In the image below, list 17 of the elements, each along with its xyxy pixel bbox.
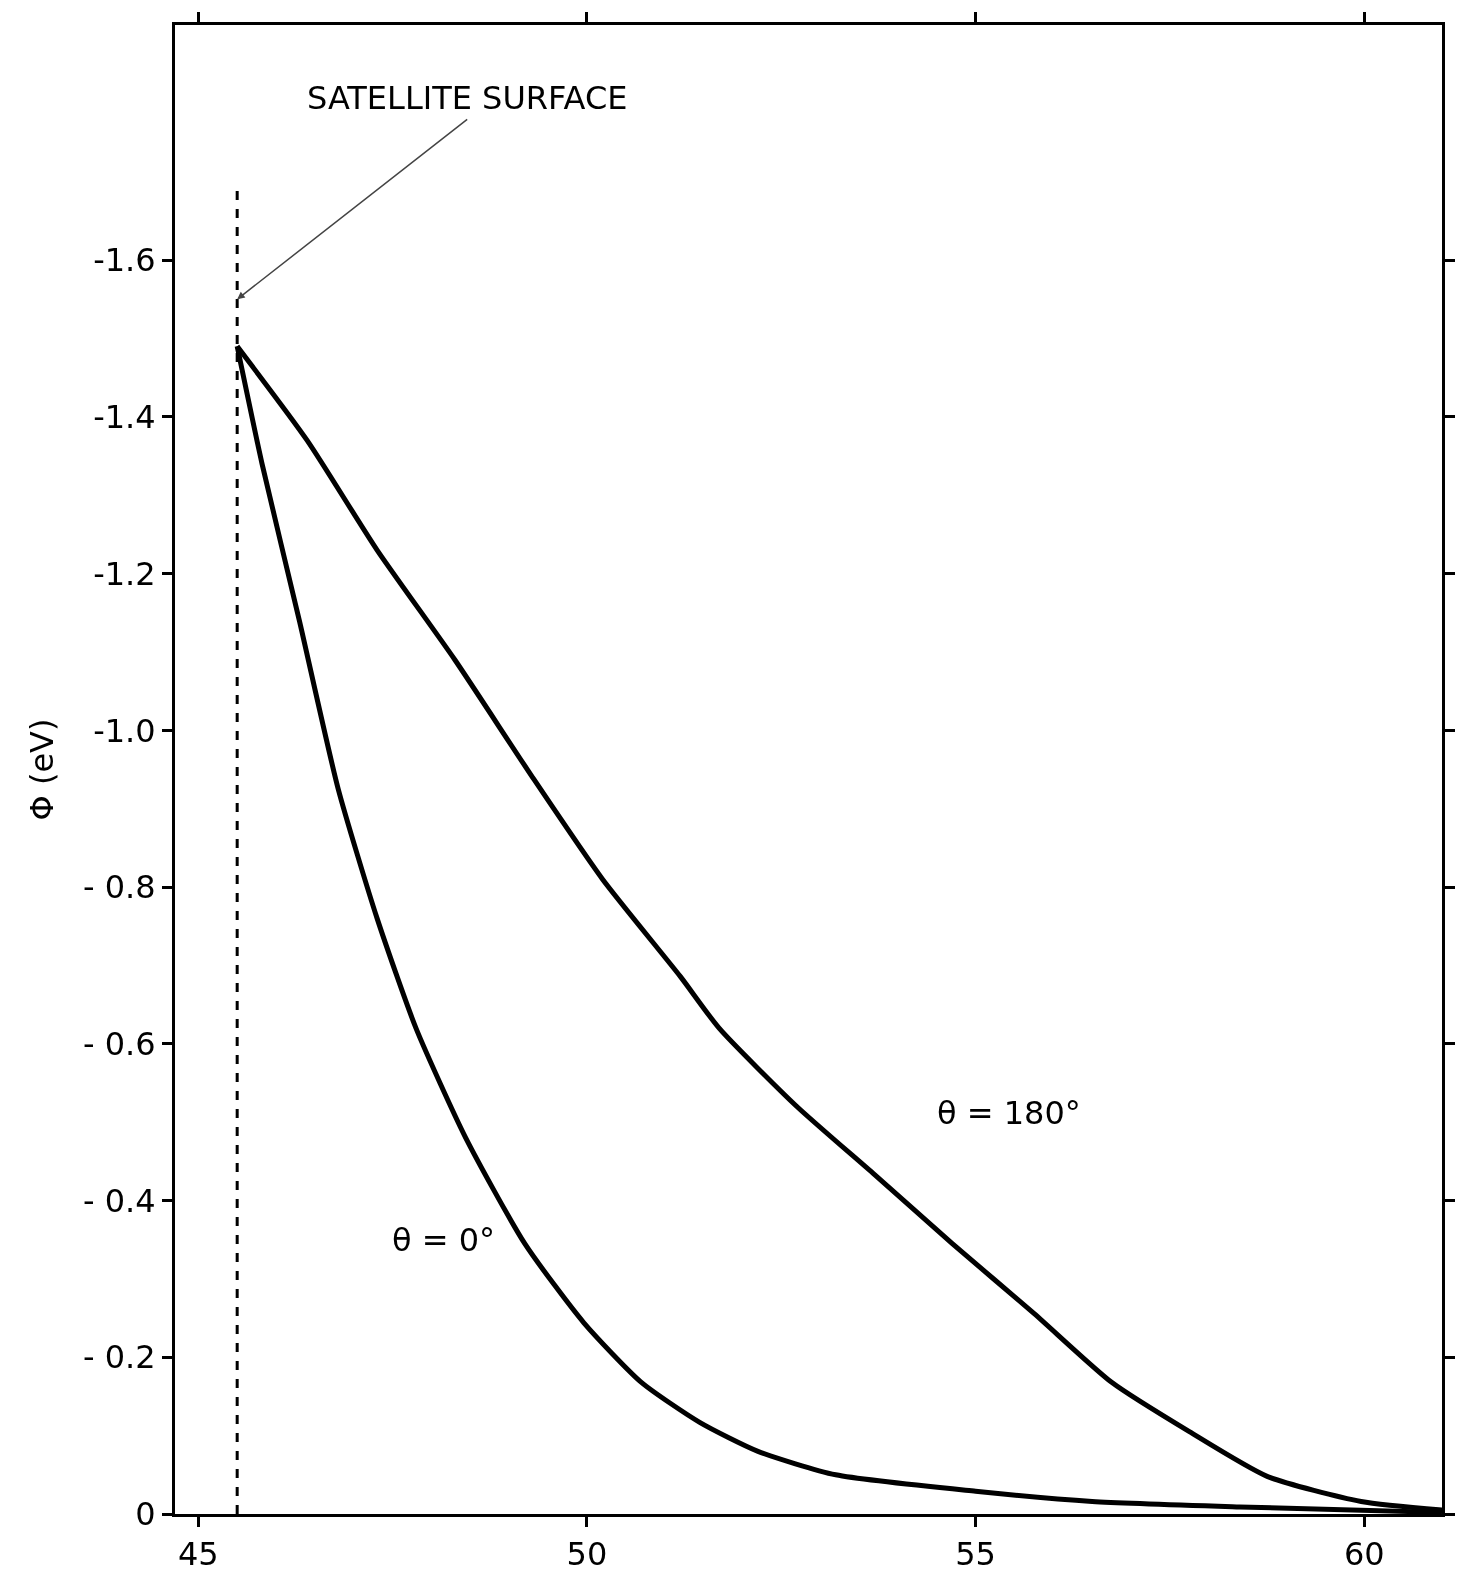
y-axis-title: Φ (eV) — [23, 718, 62, 821]
y-tick-label: - 0.4 — [82, 1181, 156, 1220]
x-tick-label: 55 — [955, 1535, 996, 1574]
y-tick-label: - 0.8 — [82, 868, 156, 907]
y-tick-label: - 0.6 — [82, 1024, 156, 1063]
x-tick-label: 50 — [566, 1535, 608, 1574]
x-tick-label: 45 — [177, 1535, 219, 1574]
y-tick-label: -1.0 — [93, 711, 156, 750]
y-tick-label: -1.6 — [93, 241, 156, 280]
annotation: SATELLITE SURFACE — [307, 79, 628, 117]
annotation: θ = 0° — [392, 1221, 496, 1259]
y-tick-label: - 0.2 — [82, 1338, 156, 1377]
x-tick-label: 60 — [1343, 1535, 1385, 1574]
annotation: θ = 180° — [937, 1094, 1081, 1132]
y-tick-label: 0 — [135, 1495, 156, 1534]
y-tick-label: -1.4 — [93, 398, 156, 437]
y-tick-label: -1.2 — [93, 554, 156, 593]
